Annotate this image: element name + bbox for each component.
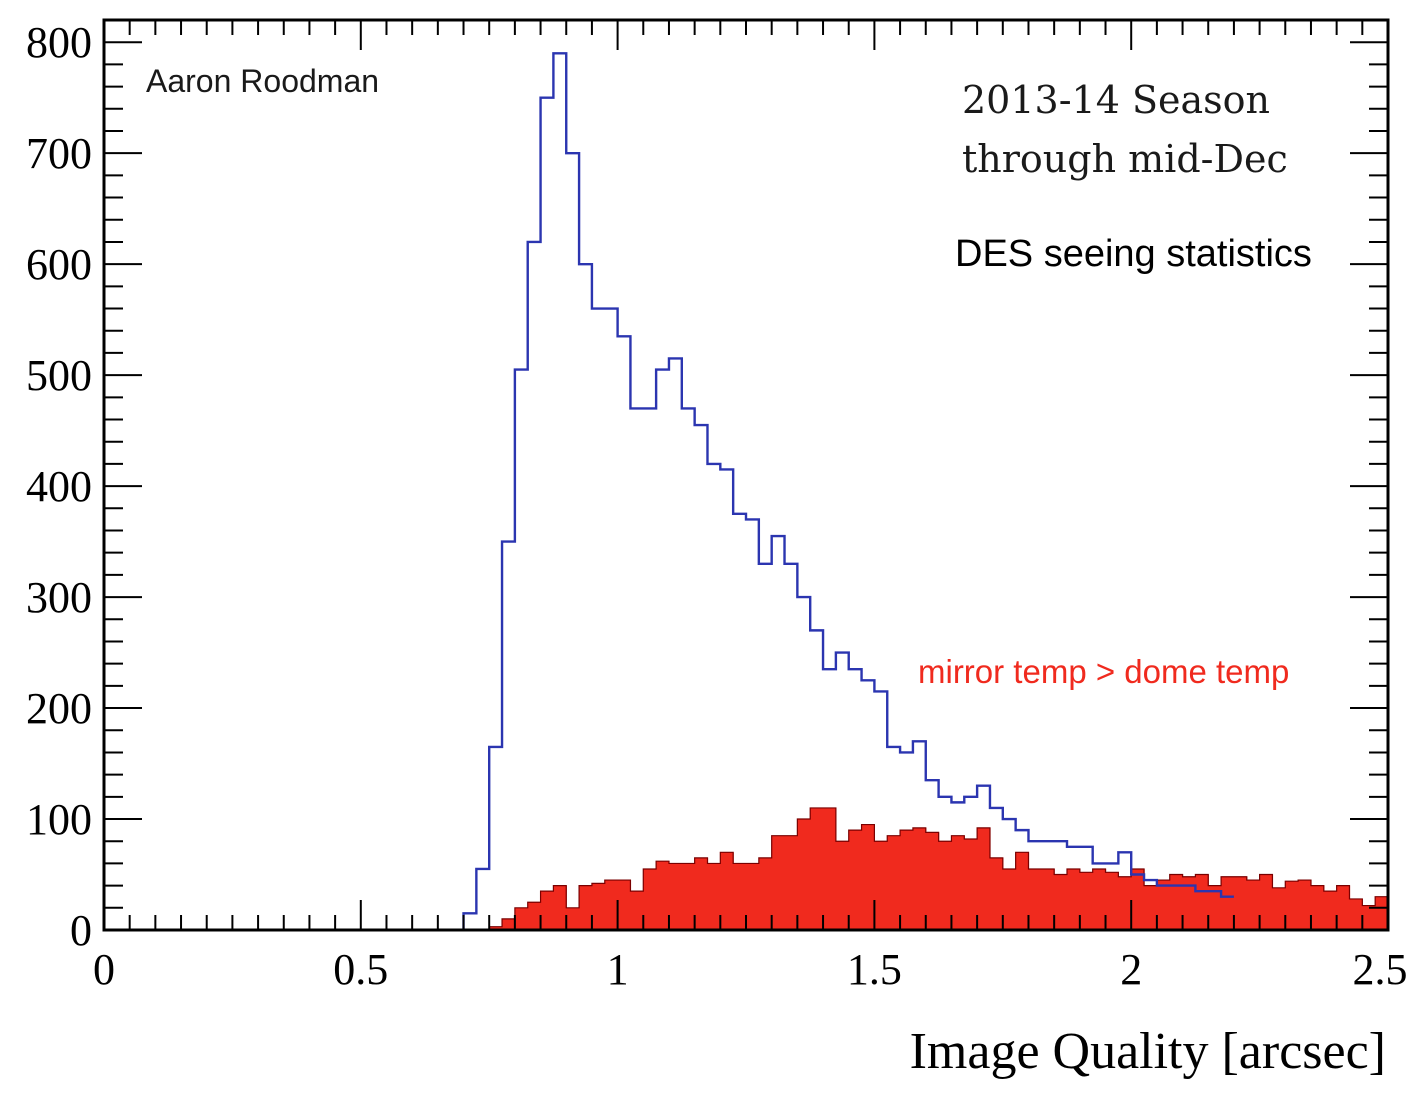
mirror-bin-bar	[527, 902, 542, 930]
mirror-bin-bar	[1349, 898, 1363, 930]
mirror-bin-bar	[540, 891, 554, 930]
x-tick-label: 0	[93, 945, 115, 994]
y-tick-label: 100	[26, 795, 92, 844]
mirror-bin-bar	[1182, 876, 1196, 930]
mirror-bin-bar	[1323, 891, 1338, 930]
mirror-bin-bar	[912, 827, 927, 930]
mirror-bin-bar	[681, 863, 696, 930]
mirror-bin-bar	[1233, 876, 1248, 930]
mirror-bin-bar	[1298, 880, 1312, 930]
x-tick-label: 2.5	[1353, 945, 1408, 994]
mirror-bin-bar	[1285, 881, 1299, 930]
mirror-bin-bar	[1105, 872, 1119, 930]
y-tick-label: 700	[26, 129, 92, 178]
mirror-bin-bar	[1272, 887, 1286, 930]
y-tick-label: 400	[26, 462, 92, 511]
mirror-bin-bar	[1310, 885, 1325, 930]
mirror-bin-bar	[1144, 885, 1158, 930]
mirror-bin-bar	[1362, 905, 1376, 930]
mirror-bin-bar	[1259, 874, 1274, 930]
mirror-bin-bar	[553, 885, 567, 930]
mirror-bin-bar	[630, 891, 644, 930]
mirror-bin-bar	[951, 835, 965, 930]
mirror-bin-bar	[720, 852, 734, 930]
x-tick-label: 1	[607, 945, 629, 994]
x-tick-label: 2	[1120, 945, 1142, 994]
mirror-bin-bar	[823, 807, 837, 930]
mirror-bin-bar	[1246, 880, 1261, 930]
mirror-bin-bar	[579, 885, 593, 930]
mirror-bin-bar	[771, 835, 786, 930]
mirror-bin-bar	[887, 835, 901, 930]
mirror-bin-bar	[1118, 876, 1132, 930]
mirror-bin-bar	[656, 861, 670, 930]
mirror-bin-bar	[1336, 885, 1351, 930]
mirror-bin-bar	[604, 880, 619, 930]
y-tick-label: 200	[26, 684, 92, 733]
mirror-bin-bar	[938, 841, 953, 930]
mirror-bin-bar	[797, 819, 811, 930]
mirror-bin-bar	[733, 863, 747, 930]
des-seeing-subtitle: DES seeing statistics	[955, 233, 1312, 275]
mirror-bin-bar	[643, 868, 657, 930]
mirror-bin-bar	[1041, 868, 1055, 930]
mirror-bin-bar	[707, 863, 721, 930]
mirror-bin-bar	[1195, 874, 1209, 930]
mirror-bin-bar	[784, 835, 798, 930]
mirror-bin-bar	[1221, 876, 1235, 930]
mirror-bin-bar	[1067, 868, 1081, 930]
season-annotation-line2: through mid-Dec	[962, 137, 1288, 181]
mirror-bin-bar	[1156, 880, 1171, 930]
mirror-bin-bar	[900, 830, 914, 930]
mirror-bin-bar	[591, 883, 606, 930]
mirror-bin-bar	[502, 918, 516, 930]
mirror-bin-bar	[1375, 896, 1389, 930]
mirror-bin-bar	[848, 830, 863, 930]
tick-labels-layer: 0 100 200 300 400 500 600 700 800 0 0.5 1 1.5 2 2.5	[26, 18, 1408, 994]
plot-frame	[102, 18, 1390, 932]
mirror-bin-bar	[746, 863, 760, 930]
mirror-bin-bar	[489, 926, 503, 930]
mirror-bin-bar	[861, 824, 875, 930]
mirror-bin-bar	[1002, 868, 1017, 930]
mirror-series-label: mirror temp > dome temp	[918, 653, 1289, 690]
x-axis-title: Image Quality [arcsec]	[910, 1023, 1386, 1080]
y-tick-label: 600	[26, 240, 92, 289]
mirror-bin-bar	[925, 832, 940, 930]
mirror-bin-bar	[617, 880, 632, 930]
x-tick-label: 1.5	[847, 945, 902, 994]
mirror-bin-bar	[514, 907, 529, 930]
mirror-bin-bar	[1079, 872, 1094, 930]
mirror-bin-bar	[977, 827, 991, 930]
mirror-bin-bar	[1054, 874, 1068, 930]
y-tick-label: 300	[26, 573, 92, 622]
mirror-bin-bar	[964, 839, 978, 930]
mirror-bin-bar	[1208, 885, 1222, 930]
mirror-bin-bar	[758, 857, 773, 930]
mirror-bin-bar	[989, 857, 1004, 930]
mirror-bin-bar	[1092, 868, 1107, 930]
mirror-bin-bar	[1015, 852, 1030, 930]
mirror-bin-bar	[566, 907, 580, 930]
mirror-bin-bar	[835, 841, 850, 930]
mirror-bin-bar	[1028, 868, 1042, 930]
tick-marks-layer	[104, 19, 1388, 930]
mirror-bin-bar	[874, 841, 888, 930]
mirror-bin-bar	[1131, 868, 1145, 930]
season-annotation-line1: 2013-14 Season	[962, 78, 1270, 122]
author-annotation: Aaron Roodman	[146, 63, 379, 99]
y-tick-label: 800	[26, 18, 92, 67]
mirror-series-layer	[104, 807, 1389, 931]
mirror-bin-bar	[668, 863, 683, 930]
x-tick-label: 0.5	[333, 945, 388, 994]
mirror-bin-bar	[1169, 874, 1184, 930]
mirror-bin-bar	[694, 857, 709, 930]
y-tick-label: 500	[26, 351, 92, 400]
y-tick-label: 0	[70, 906, 92, 955]
mirror-bin-bar	[810, 807, 824, 930]
